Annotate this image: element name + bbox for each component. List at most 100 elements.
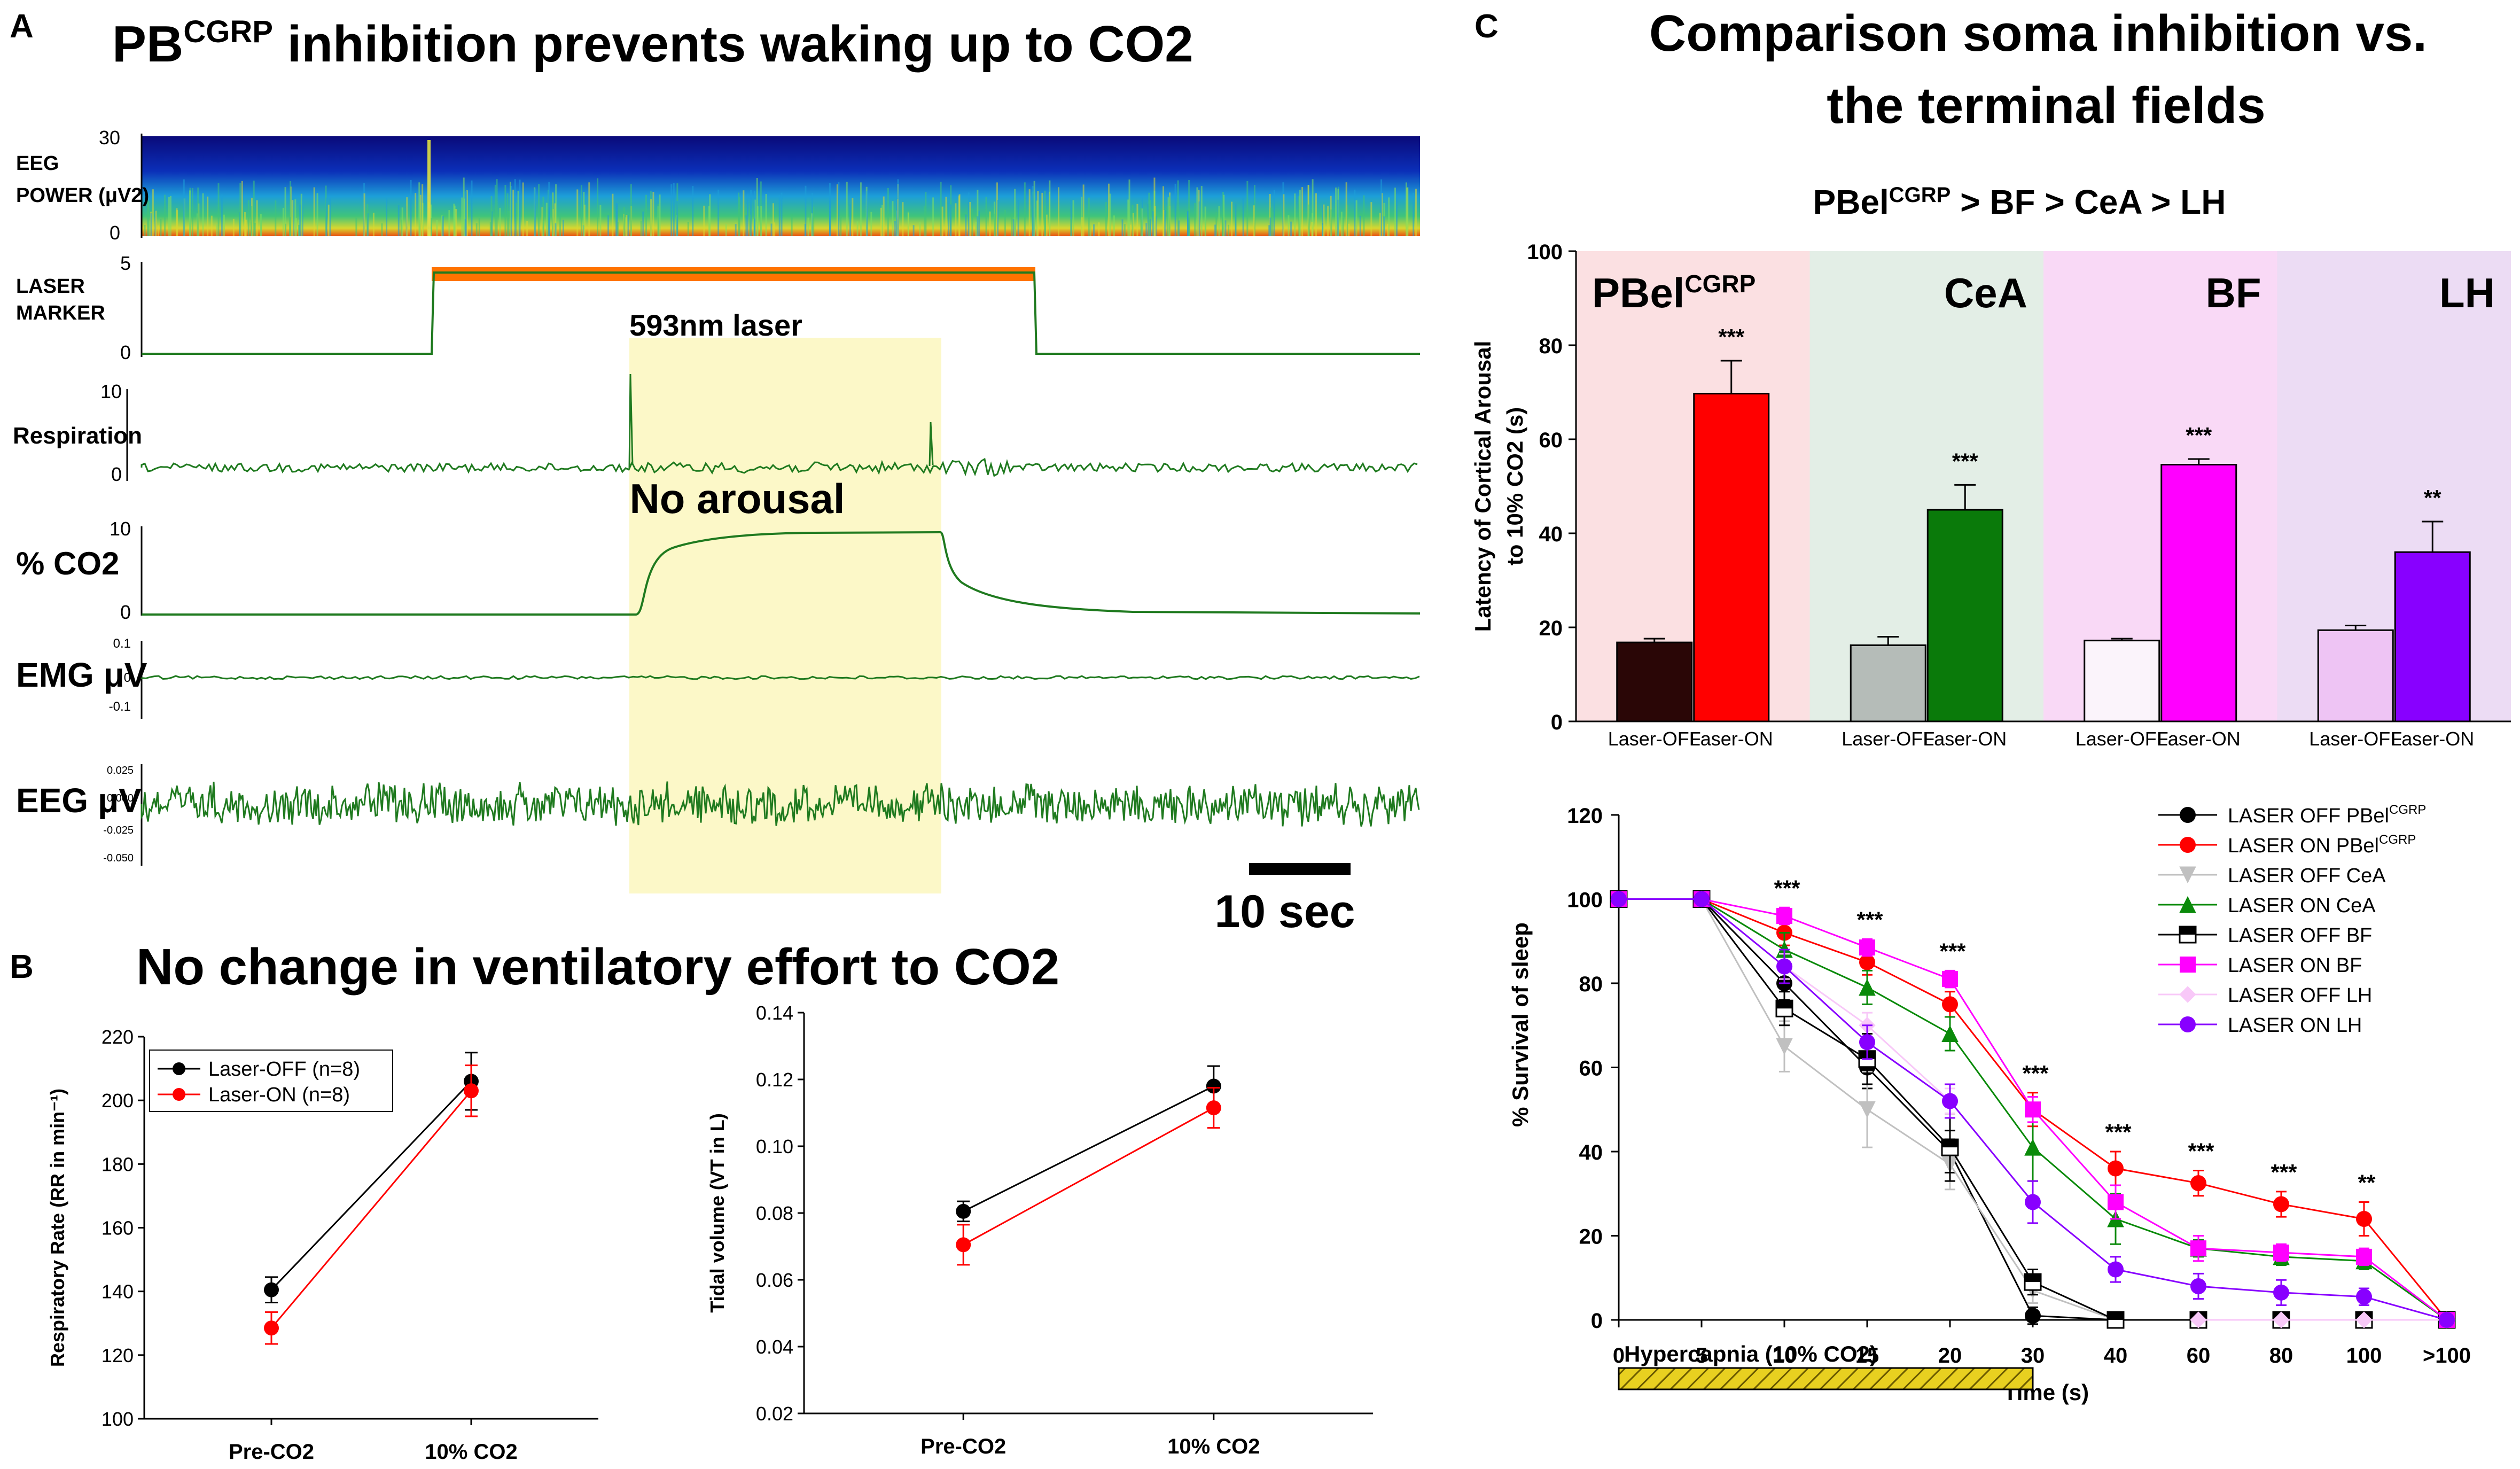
spectrogram-streak bbox=[1348, 224, 1349, 236]
spectrogram-streak bbox=[725, 224, 727, 236]
panel-c-title-line2: the terminal fields bbox=[1827, 77, 2266, 134]
spectrogram-streak bbox=[1356, 200, 1357, 236]
spectrogram-streak bbox=[971, 208, 973, 236]
group-label: LH bbox=[2439, 269, 2495, 316]
spectrogram-streak bbox=[164, 195, 166, 236]
y-tick-label: 0.02 bbox=[756, 1403, 793, 1425]
spectrogram-streak bbox=[837, 184, 838, 236]
spectrogram-streak bbox=[1070, 219, 1072, 236]
spectrogram-streak bbox=[932, 197, 934, 236]
bar-label: Laser-ON bbox=[2391, 728, 2474, 750]
spectrogram-streak bbox=[588, 182, 590, 236]
survival-line-chart: 0204060801001200 5 10 15 20 30 40 60 80 100 >100Ti… bbox=[1508, 803, 2471, 1405]
significance-marker: *** bbox=[1856, 907, 1883, 932]
spectrogram-streak bbox=[538, 184, 540, 236]
data-point-fill bbox=[1942, 1139, 1958, 1147]
spectrogram-streak bbox=[946, 197, 947, 236]
spectrogram-streak bbox=[774, 222, 775, 236]
spectrogram-streak bbox=[754, 191, 755, 236]
spectrogram-streak bbox=[283, 208, 284, 236]
spectrogram-streak bbox=[1290, 222, 1292, 236]
y-tick-label: 20 bbox=[1579, 1225, 1603, 1249]
spectrogram-streak bbox=[260, 214, 262, 236]
spectrogram-streak bbox=[626, 215, 627, 236]
spectrogram-streak bbox=[415, 193, 416, 236]
spectrogram-streak bbox=[1164, 211, 1166, 236]
eeg-power-spectrogram bbox=[142, 136, 1420, 236]
spectrogram-streak bbox=[1415, 189, 1417, 236]
spectrogram-streak bbox=[650, 199, 652, 236]
spectrogram-streak bbox=[1294, 193, 1296, 236]
spectrogram-streak bbox=[542, 197, 544, 236]
spectrogram-streak bbox=[808, 217, 809, 236]
spectrogram-streak bbox=[919, 222, 920, 236]
spectrogram-streak bbox=[1396, 195, 1398, 236]
emg-tick: -0.1 bbox=[109, 699, 131, 714]
hypercapnia-label: Hypercapnia (10% CO2) bbox=[1624, 1341, 1877, 1366]
spectrogram-streak bbox=[1394, 188, 1396, 236]
y-tick-label: 80 bbox=[1539, 335, 1563, 358]
data-point bbox=[2025, 1308, 2041, 1324]
spectrogram-streak bbox=[463, 177, 465, 236]
series-line bbox=[963, 1108, 1214, 1245]
panel-c-letter: C bbox=[1474, 8, 1499, 45]
spectrogram-streak bbox=[1360, 216, 1361, 236]
spectrogram-streak bbox=[155, 211, 157, 236]
spectrogram-streak bbox=[1041, 193, 1043, 236]
spectrogram-streak bbox=[504, 185, 506, 236]
spectrogram-streak bbox=[617, 222, 619, 236]
spectrogram-streak bbox=[301, 194, 302, 236]
data-point bbox=[1859, 980, 1875, 996]
legend-label: LASER OFF CeA bbox=[2228, 865, 2386, 887]
data-point bbox=[2108, 1262, 2124, 1278]
spectrogram-streak bbox=[152, 189, 154, 236]
y-tick-label: 160 bbox=[102, 1217, 134, 1239]
spectrogram-streak bbox=[1145, 223, 1147, 236]
y-tick-label: 0.10 bbox=[756, 1136, 793, 1157]
spectrogram-streak bbox=[717, 190, 719, 236]
spectrogram-streak bbox=[410, 180, 412, 236]
spectrogram-streak bbox=[860, 182, 862, 236]
spectrogram-streak bbox=[692, 186, 693, 236]
data-point-fill bbox=[2108, 1312, 2124, 1320]
spectrogram-streak bbox=[1124, 224, 1126, 236]
x-tick-label: >100 bbox=[2423, 1344, 2471, 1367]
spectrogram-streak bbox=[1288, 215, 1289, 236]
spectrogram-streak bbox=[314, 188, 315, 236]
spectrogram-streak bbox=[942, 207, 943, 236]
laser-marker-ymax: 5 bbox=[120, 252, 131, 274]
panel-a-letter: A bbox=[10, 8, 34, 45]
spectrogram-streak bbox=[1246, 181, 1248, 236]
y-tick-label: 120 bbox=[1567, 804, 1603, 828]
data-point bbox=[2108, 1161, 2124, 1177]
spectrogram-streak bbox=[883, 197, 885, 236]
spectrogram-streak bbox=[1301, 187, 1303, 236]
spectrogram-streak bbox=[442, 216, 444, 236]
spectrogram-streak bbox=[512, 190, 514, 236]
y-tick-label: 100 bbox=[1567, 889, 1603, 912]
spectrogram-streak bbox=[1188, 180, 1190, 236]
significance-marker: *** bbox=[1718, 324, 1745, 349]
data-point bbox=[2439, 1312, 2455, 1328]
y-tick-label: 200 bbox=[102, 1090, 134, 1112]
spectrogram-streak bbox=[583, 192, 584, 236]
spectrogram-streak bbox=[418, 182, 420, 236]
spectrogram-streak bbox=[461, 198, 463, 236]
spectrogram-streak bbox=[431, 218, 432, 236]
data-point bbox=[2356, 1249, 2372, 1265]
data-point bbox=[2273, 1245, 2289, 1261]
panel-c: C Comparison soma inhibition vs. the ter… bbox=[1470, 5, 2511, 1405]
spectrogram-streak bbox=[1167, 206, 1168, 236]
data-point bbox=[2273, 1196, 2289, 1212]
spectrogram-streak bbox=[373, 213, 375, 236]
data-point bbox=[2273, 1285, 2289, 1301]
spectrogram-streak bbox=[805, 186, 806, 236]
spectrogram-streak bbox=[1093, 224, 1095, 236]
spectrogram-streak bbox=[581, 185, 582, 236]
group-background bbox=[1576, 251, 1810, 721]
spectrogram-streak bbox=[641, 221, 642, 236]
y-tick-label: 140 bbox=[102, 1281, 134, 1303]
spectrogram-streak bbox=[1231, 201, 1232, 236]
spectrogram-streak bbox=[192, 188, 193, 236]
legend-label: LASER ON BF bbox=[2228, 954, 2362, 977]
